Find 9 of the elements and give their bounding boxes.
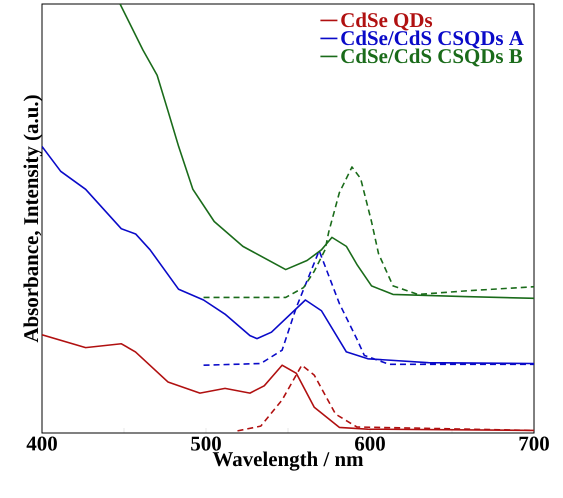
legend-label: CdSe QDs [341,12,432,30]
y-axis-title: Absorbance, Intensity (a.u.) [23,95,42,342]
x-tick-label: 700 [520,436,549,451]
x-tick-label: 400 [26,436,57,451]
x-tick-label: 600 [355,436,385,451]
legend-label: CdSe/CdS CSQDs A [341,30,524,48]
x-tick-label: 500 [191,436,221,451]
legend-label: CdSe/CdS CSQDs B [341,48,522,66]
x-axis-title: Wavelength / nm [212,451,364,471]
